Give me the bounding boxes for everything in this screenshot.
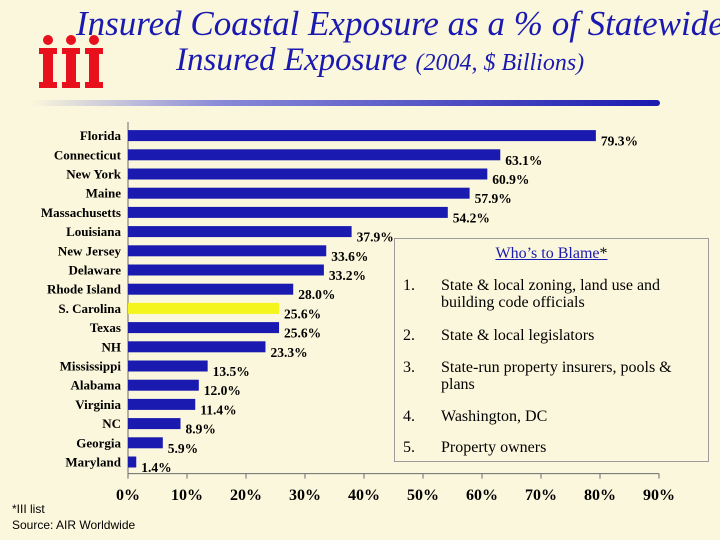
bar xyxy=(128,302,280,314)
category-label: Georgia xyxy=(76,435,121,450)
category-labels: Florida Connecticut New York Maine Massachus… xyxy=(41,128,122,469)
bar xyxy=(128,264,324,276)
x-tick-label: 0% xyxy=(116,487,140,504)
category-label: Delaware xyxy=(69,263,122,278)
bar xyxy=(128,418,181,430)
value-label: 63.1% xyxy=(505,153,542,168)
value-label: 33.2% xyxy=(329,268,366,283)
bar xyxy=(128,398,196,410)
bar xyxy=(128,437,163,449)
bar xyxy=(128,341,266,353)
blame-item-text: State-run property insurers, pools & pla… xyxy=(441,359,672,393)
x-tick-label: 10% xyxy=(171,487,203,504)
blame-item-number: 1. xyxy=(403,277,415,294)
x-tick-label: 80% xyxy=(584,487,616,504)
x-tick-label: 60% xyxy=(466,487,498,504)
chart-gridlines xyxy=(127,122,660,479)
x-tick-label: 40% xyxy=(348,487,380,504)
value-label: 8.9% xyxy=(186,422,216,437)
bar xyxy=(128,206,448,218)
footnote: *III list Source: AIR Worldwide xyxy=(12,501,135,533)
bar xyxy=(128,149,501,161)
category-label: New York xyxy=(66,167,122,182)
blame-item-number: 3. xyxy=(403,359,415,376)
x-tick-label: 20% xyxy=(230,487,262,504)
value-label: 5.9% xyxy=(168,441,198,456)
bar xyxy=(128,226,352,238)
bar xyxy=(128,322,280,334)
x-tick-label: 30% xyxy=(289,487,321,504)
x-tick-label: 50% xyxy=(407,487,439,504)
value-label: 54.2% xyxy=(453,210,490,225)
value-label: 28.0% xyxy=(298,287,335,302)
bar xyxy=(128,283,294,295)
value-label: 11.4% xyxy=(200,402,236,417)
value-labels: 79.3% 63.1% 60.9% 57.9% 54.2% 37.9% 33.6% 33.2%… xyxy=(141,134,638,475)
title-divider xyxy=(30,100,660,106)
blame-item-text: State & local legislators xyxy=(441,327,595,344)
value-label: 33.6% xyxy=(331,249,368,264)
value-label: 25.6% xyxy=(284,326,321,341)
value-label: 57.9% xyxy=(475,191,512,206)
category-label: NH xyxy=(102,339,122,354)
category-label: Florida xyxy=(80,128,122,143)
blame-box: Who’s to Blame* 1. State & local zoning,… xyxy=(394,238,709,462)
blame-item-text: Property owners xyxy=(441,439,547,456)
category-label: Connecticut xyxy=(54,147,122,162)
value-label: 79.3% xyxy=(601,134,638,149)
blame-item-text: State & local zoning, land use and build… xyxy=(441,277,661,311)
chart-bars xyxy=(128,130,596,468)
footnote-list: *III list xyxy=(12,502,45,516)
value-label: 25.6% xyxy=(284,306,321,321)
title-line-2-main: Insured Exposure xyxy=(176,42,408,78)
blame-heading-star: * xyxy=(599,245,608,262)
category-label: Massachusetts xyxy=(41,205,121,220)
blame-heading: Who’s to Blame* xyxy=(395,245,708,263)
bar xyxy=(128,245,327,257)
value-label: 60.9% xyxy=(492,172,529,187)
blame-heading-text: Who’s to Blame xyxy=(495,245,600,262)
title-line-2-sub: (2004, $ Billions) xyxy=(415,50,585,76)
value-label: 1.4% xyxy=(141,460,171,475)
x-tick-labels: 0% 10% 20% 30% 40% 50% 60% 70% 80% 90% xyxy=(116,487,675,504)
title-line-1: Insured Coastal Exposure as a % of State… xyxy=(76,4,720,43)
blame-item-text: Washington, DC xyxy=(441,408,548,425)
category-label: Maine xyxy=(86,186,122,201)
bar xyxy=(128,360,208,372)
chart-title: Insured Coastal Exposure as a % of State… xyxy=(0,2,720,92)
category-label: NC xyxy=(102,416,121,431)
category-label: Louisiana xyxy=(66,224,121,239)
value-label: 12.0% xyxy=(204,383,241,398)
bar xyxy=(128,379,199,391)
category-label: Mississippi xyxy=(60,359,122,374)
bar xyxy=(128,168,488,180)
x-tick-label: 70% xyxy=(525,487,557,504)
value-label: 23.3% xyxy=(270,345,307,360)
iii-logo xyxy=(39,35,103,88)
bar xyxy=(128,456,137,468)
value-label: 13.5% xyxy=(213,364,250,379)
footnote-source: Source: AIR Worldwide xyxy=(12,518,136,532)
blame-item-number: 2. xyxy=(403,327,415,344)
category-label: Maryland xyxy=(65,455,121,470)
bar xyxy=(128,187,470,199)
value-label: 37.9% xyxy=(357,230,394,245)
blame-item-number: 4. xyxy=(403,408,415,425)
x-tick-label: 90% xyxy=(643,487,675,504)
category-label: Rhode Island xyxy=(47,282,122,297)
bar xyxy=(128,130,596,142)
category-label: Virginia xyxy=(75,397,121,412)
category-label: New Jersey xyxy=(58,243,122,258)
blame-item-number: 5. xyxy=(403,439,415,456)
category-label: S. Carolina xyxy=(58,301,121,316)
category-label: Texas xyxy=(90,320,121,335)
title-line-2: Insured Exposure (2004, $ Billions) xyxy=(176,42,584,79)
category-label: Alabama xyxy=(70,378,121,393)
